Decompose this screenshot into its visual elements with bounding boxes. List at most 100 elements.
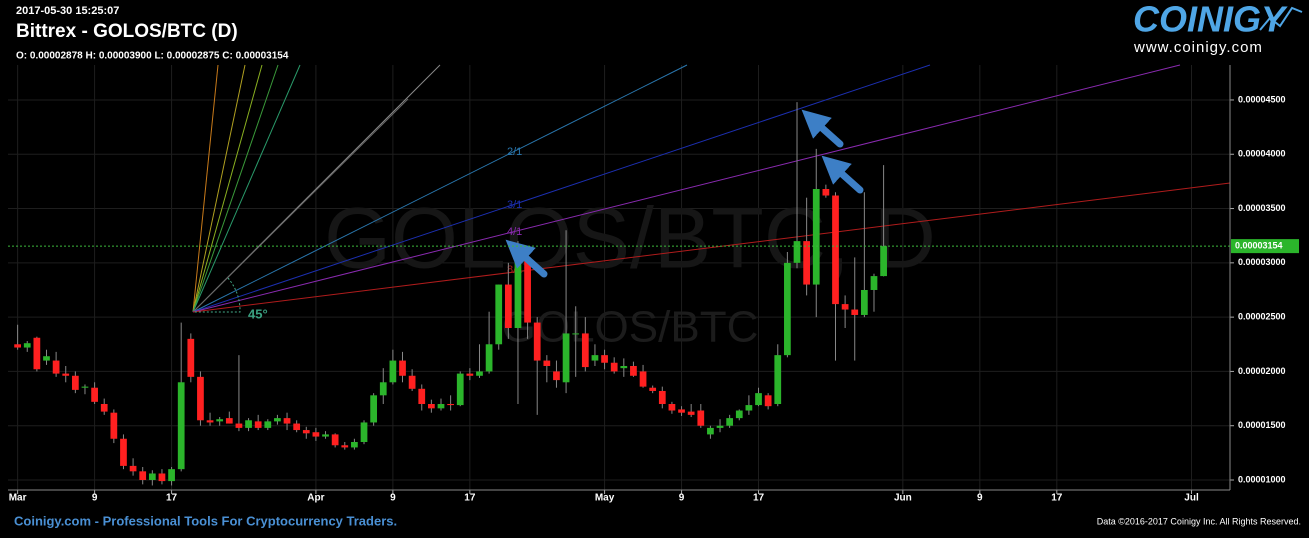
candle-body — [755, 393, 762, 406]
fan-angle: 45° — [248, 306, 268, 321]
candle-body — [591, 355, 599, 361]
timestamp: 2017-05-30 15:25:07 — [16, 5, 119, 17]
candle-body — [168, 469, 175, 482]
candle-body — [100, 404, 108, 412]
candle-body — [283, 418, 291, 424]
arrows — [505, 109, 864, 278]
y-tick-label: 0.00003500 — [1238, 203, 1286, 213]
x-tick-label: Jul — [1184, 493, 1199, 504]
watermark: GOLOS/BTC, D — [324, 191, 936, 287]
x-tick-label: 9 — [977, 493, 983, 504]
candle-body — [360, 422, 368, 443]
y-tick-label: 0.00001500 — [1238, 420, 1286, 430]
candle-body — [71, 375, 79, 390]
candle-body — [668, 404, 676, 411]
x-tick-label: 17 — [753, 493, 765, 504]
candle-body — [764, 395, 772, 407]
x-tick-label: Apr — [307, 493, 324, 504]
candle-body — [264, 421, 272, 428]
candle-body — [803, 241, 810, 285]
candle-body — [418, 388, 426, 405]
candle-body — [245, 420, 252, 428]
candle-body — [774, 355, 782, 405]
candle-body — [216, 419, 224, 422]
candle-body — [630, 365, 637, 376]
candle-body — [841, 304, 849, 310]
candle-body — [14, 344, 21, 348]
candle-body — [784, 262, 791, 356]
candle-body — [389, 360, 397, 383]
y-tick-label: 0.00002500 — [1238, 312, 1286, 322]
y-tick-label: 0.00002000 — [1238, 366, 1286, 376]
candle-body — [370, 395, 378, 423]
candle-body — [687, 411, 695, 415]
x-tick-label: 17 — [1051, 493, 1063, 504]
candle-body — [851, 309, 859, 315]
logo-graph — [1259, 6, 1303, 31]
y-tick-label: 0.00004500 — [1238, 94, 1286, 104]
x-tick-label: 17 — [166, 493, 178, 504]
logo: COINIGY — [1133, 0, 1288, 40]
candle-body — [793, 241, 801, 263]
y-tick-label: 0.00003000 — [1238, 257, 1286, 267]
candle-body — [23, 343, 31, 348]
candle-body — [235, 423, 243, 428]
candle-body — [33, 337, 41, 370]
candle-body — [379, 382, 387, 396]
candle-body — [495, 284, 503, 345]
candle-body — [447, 404, 454, 406]
candle-body — [476, 371, 483, 376]
candle-body — [620, 365, 628, 369]
candle-body — [206, 420, 214, 423]
y-tick-label: 0.00004000 — [1238, 149, 1286, 159]
candle-body — [408, 375, 416, 389]
candle-body — [543, 360, 551, 366]
candle-body — [341, 445, 349, 448]
x-tick-label: 9 — [679, 493, 685, 504]
candle-body — [697, 410, 705, 426]
candle-body — [678, 409, 685, 413]
grid — [8, 65, 1230, 490]
candle-body — [572, 333, 580, 335]
candle-body — [139, 471, 147, 481]
candle-body — [158, 473, 166, 482]
candle-body — [533, 322, 541, 361]
x-tick-label: 9 — [390, 493, 396, 504]
candle-body — [148, 473, 156, 481]
last-price-label: 0.00003154 — [1235, 240, 1283, 250]
candle-body — [91, 387, 98, 402]
candle-body — [716, 425, 724, 428]
candle-body — [177, 382, 185, 470]
candle-body — [610, 362, 618, 372]
candle-body — [52, 360, 60, 374]
gann-fan — [192, 64, 1231, 313]
candle-body — [302, 430, 310, 434]
fan-label: 2/1 — [507, 146, 522, 158]
candle-body — [331, 434, 339, 446]
candle-body — [62, 373, 70, 376]
x-tick-label: 9 — [92, 493, 98, 504]
candles — [14, 102, 887, 486]
candle-body — [399, 360, 406, 376]
candle-body — [870, 276, 878, 290]
last-price-box — [1231, 239, 1299, 254]
candle-body — [428, 404, 435, 409]
candle-body — [601, 355, 608, 363]
candle-body — [832, 195, 839, 305]
candle-body — [485, 344, 493, 372]
candle-body — [43, 356, 50, 361]
candle-body — [880, 246, 887, 277]
candle-body — [293, 423, 301, 431]
candle-body — [437, 404, 445, 409]
candle-body — [707, 427, 714, 435]
candle-body — [312, 432, 320, 437]
candle-body — [822, 189, 830, 196]
fan-label: 4/1 — [507, 226, 522, 238]
candle-body — [812, 189, 820, 285]
candle-body — [860, 289, 868, 315]
candle-body — [81, 386, 89, 388]
candle-body — [581, 333, 589, 368]
candle-body — [524, 257, 531, 323]
